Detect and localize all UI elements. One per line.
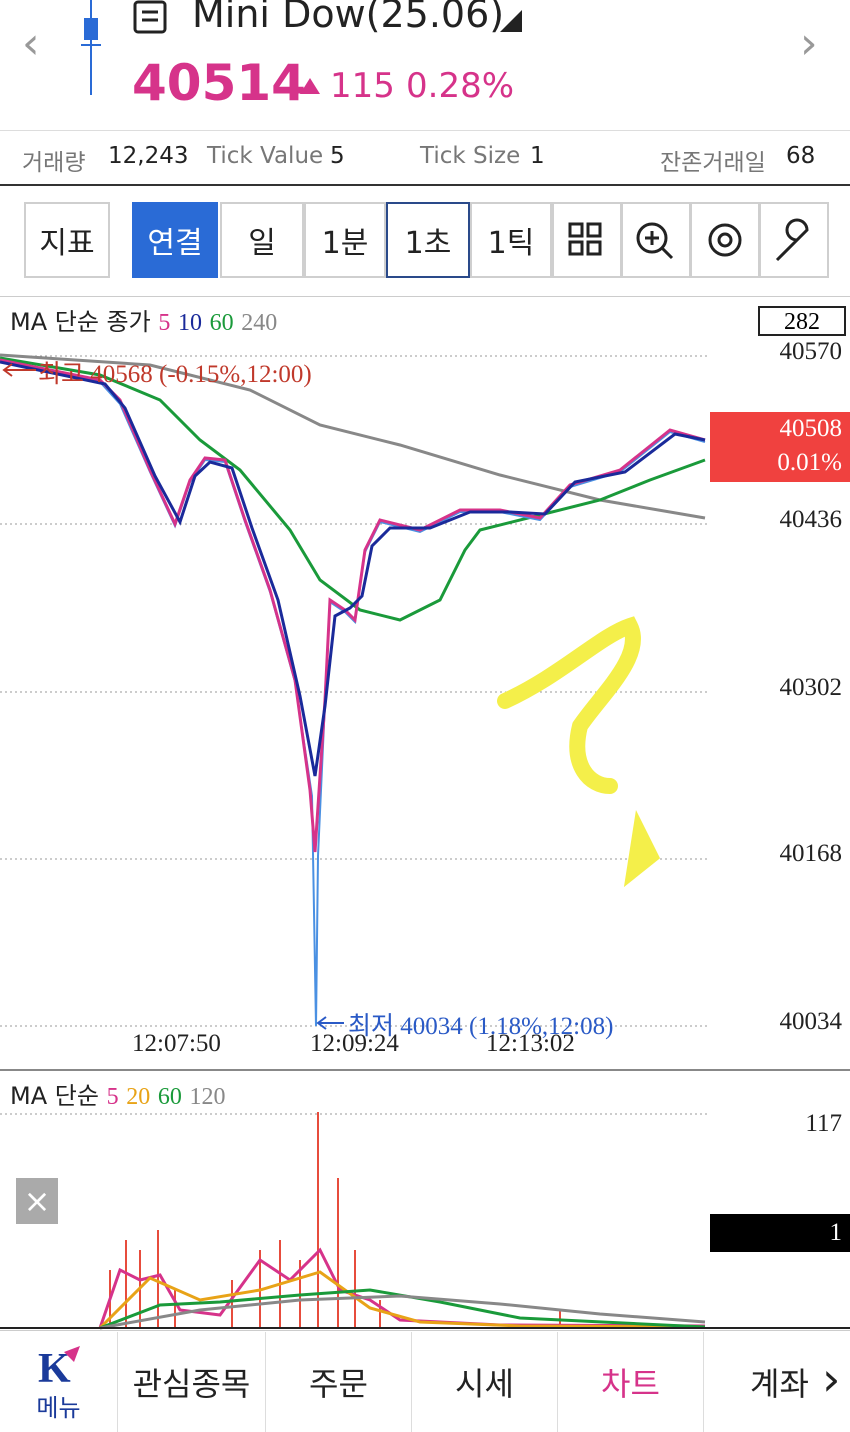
- nav-item[interactable]: 차트: [558, 1332, 704, 1432]
- legend-title: MA 단순: [10, 1082, 99, 1110]
- legend-item: 10: [177, 310, 202, 336]
- price-chart: [0, 353, 850, 1071]
- value: 1: [530, 143, 545, 169]
- ma-240: [0, 353, 706, 520]
- change-pct: 0.28%: [406, 66, 515, 106]
- nav-item[interactable]: 시세: [412, 1332, 558, 1432]
- nav-divider: [0, 1330, 850, 1331]
- vol-ma-120: [99, 1294, 706, 1330]
- current-volume: 1: [710, 1214, 850, 1252]
- volume-legend: MA 단순 5 20 60 120: [10, 1076, 225, 1111]
- high-arrowhead: [2, 363, 13, 377]
- vol-ma-60: [99, 1288, 706, 1330]
- label: 거래량: [22, 150, 86, 176]
- close-button[interactable]: ×: [16, 1178, 58, 1224]
- up-triangle: [300, 78, 320, 94]
- current-pct: 0.01%: [777, 449, 842, 476]
- time-label: 12:09:24: [310, 1030, 399, 1057]
- legend-item: 120: [189, 1084, 226, 1110]
- nav-item[interactable]: 계좌: [750, 1365, 809, 1403]
- dropdown-icon: [500, 10, 522, 32]
- ma-60: [0, 356, 706, 622]
- ma-legend: MA 단순 종가 5 10 60 240: [10, 302, 277, 337]
- label: 잔존거래일: [660, 150, 766, 176]
- volume-bars: [109, 1112, 561, 1328]
- toolbar-button[interactable]: 1초: [386, 202, 470, 278]
- nav-more[interactable]: ›: [822, 1352, 841, 1406]
- toolbar-button[interactable]: 연결: [132, 202, 218, 278]
- time-label: 12:07:50: [132, 1030, 221, 1057]
- current-price-box: 40508 0.01%: [710, 412, 850, 482]
- axis-label: 117: [805, 1110, 842, 1137]
- nav-label: 메뉴: [36, 1393, 81, 1422]
- axis-label: 40436: [779, 506, 843, 533]
- candle-icon: [81, 0, 101, 95]
- legend-item: 60: [209, 310, 234, 336]
- value: 68: [786, 143, 816, 169]
- label: Tick Value: [207, 143, 324, 169]
- axis-label: 40168: [779, 840, 843, 867]
- legend-item: 5: [158, 310, 171, 336]
- nav-item[interactable]: 관심종목: [118, 1332, 266, 1432]
- nav-item[interactable]: K 메뉴: [0, 1332, 118, 1432]
- low-arrowhead: [316, 1016, 327, 1030]
- legend-item: 20: [126, 1084, 151, 1110]
- vol-ma-20: [98, 1270, 706, 1330]
- prev-arrow[interactable]: ‹: [22, 18, 40, 69]
- grid: [0, 355, 710, 1027]
- low-note: 최저 40034 (1.18%,12:08): [348, 1013, 614, 1040]
- legend-item: 240: [241, 310, 278, 336]
- divider: [0, 296, 850, 297]
- value: 12,243: [108, 143, 189, 169]
- legend-item: 5: [106, 1084, 119, 1110]
- ma-10: [0, 360, 706, 777]
- value: 5: [330, 143, 345, 169]
- box-value: 282: [758, 306, 846, 336]
- price: 40514: [132, 54, 306, 112]
- info-row: 거래량 12,243 Tick Value 5 Tick Size 1 잔존거래…: [0, 130, 850, 186]
- scribble: [497, 616, 661, 888]
- vol-ma-5: [98, 1247, 706, 1329]
- axis-label: 40570: [779, 338, 843, 365]
- current-price: 40508: [779, 415, 843, 442]
- toolbar-button[interactable]: 지표: [24, 202, 110, 278]
- axis-label: 40302: [779, 674, 843, 701]
- label: Tick Size: [420, 143, 521, 169]
- legend-item: 60: [157, 1084, 182, 1110]
- nav-item[interactable]: 주문: [266, 1332, 412, 1432]
- high-note: 최고 40568 (-0.15%,12:00): [38, 361, 312, 388]
- list-icon[interactable]: [132, 0, 168, 36]
- logo: K: [38, 1345, 80, 1388]
- symbol[interactable]: Mini Dow(25.06): [192, 0, 505, 36]
- next-arrow[interactable]: ›: [800, 18, 818, 69]
- toolbar-icons[interactable]: [552, 202, 830, 278]
- time-label: 12:13:02: [486, 1030, 575, 1057]
- toolbar-button[interactable]: 1틱: [470, 202, 552, 278]
- axis-label: 40034: [779, 1008, 843, 1035]
- toolbar-button[interactable]: 일: [220, 202, 304, 278]
- change: 115: [330, 66, 395, 106]
- legend-title: MA 단순 종가: [10, 308, 151, 336]
- toolbar-button[interactable]: 1분: [304, 202, 386, 278]
- volume-chart: [0, 1112, 850, 1330]
